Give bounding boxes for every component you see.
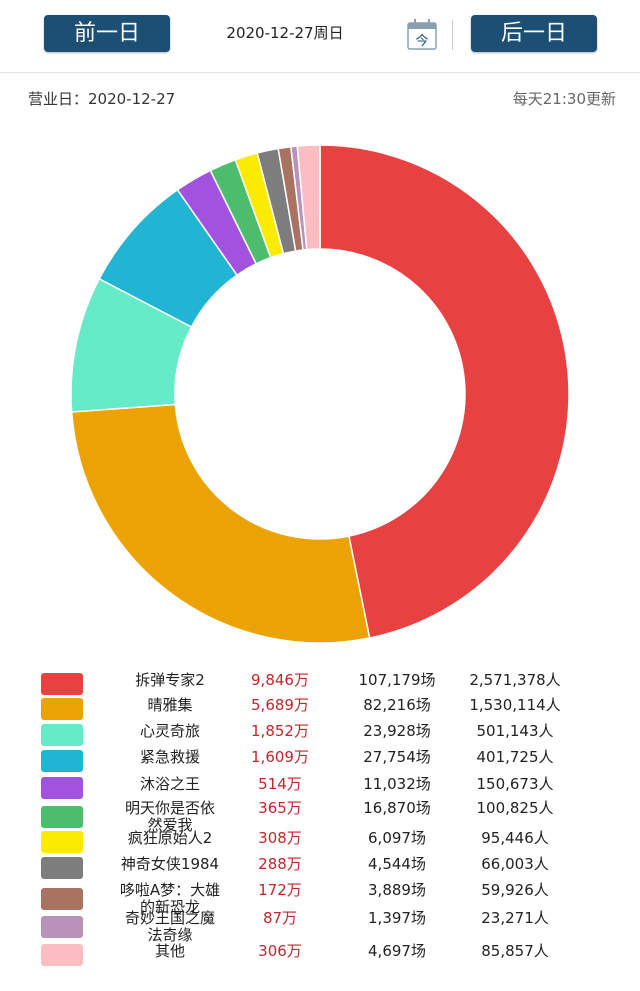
donut-chart xyxy=(70,144,570,644)
movie-name: 紧急救援 xyxy=(100,749,240,766)
legend-swatch xyxy=(41,944,83,966)
top-bar: 前一日 2020-12-27周日 今 后一日 xyxy=(0,0,640,73)
business-day-label: 营业日：2020-12-27 xyxy=(28,90,176,108)
legend-swatch xyxy=(41,724,83,746)
movie-name: 奇妙王国之魔 法奇缘 xyxy=(100,910,240,944)
box-office-value: 514万 xyxy=(258,775,302,793)
legend-row: 晴雅集 5,689万 82,216场 1,530,114人 xyxy=(0,697,640,725)
legend-row: 疯狂原始人2 308万 6,097场 95,446人 xyxy=(0,830,640,858)
screenings-value: 23,928场 xyxy=(363,722,431,740)
divider xyxy=(452,20,453,50)
legend-row: 心灵奇旅 1,852万 23,928场 501,143人 xyxy=(0,723,640,751)
movie-name-line: 疯狂原始人2 xyxy=(127,829,213,847)
screenings-value: 16,870场 xyxy=(363,799,431,817)
legend-row: 奇妙王国之魔 法奇缘 87万 1,397场 23,271人 xyxy=(0,909,640,944)
movie-name-line: 的新恐龙 xyxy=(139,898,200,916)
prev-day-button[interactable]: 前一日 xyxy=(44,15,170,52)
legend-swatch xyxy=(41,673,83,695)
box-office-value: 365万 xyxy=(258,799,302,817)
legend-swatch xyxy=(41,806,83,828)
movie-name-line: 晴雅集 xyxy=(147,696,193,714)
legend-swatch xyxy=(41,888,83,910)
legend-swatch xyxy=(41,777,83,799)
screenings-value: 4,697场 xyxy=(368,942,426,960)
movie-name-line: 奇妙王国之魔 xyxy=(124,909,215,927)
movie-name-line: 然爱我 xyxy=(147,816,193,834)
date-title: 2020-12-27周日 xyxy=(226,24,344,42)
attendance-value: 66,003人 xyxy=(481,855,549,873)
movie-name-line: 沐浴之王 xyxy=(139,775,200,793)
box-office-value: 288万 xyxy=(258,855,302,873)
movie-name: 晴雅集 xyxy=(100,697,240,714)
legend-row: 哆啦A梦：大雄 的新恐龙 172万 3,889场 59,926人 xyxy=(0,881,640,916)
legend-swatch xyxy=(41,916,83,938)
movie-name-line: 明天你是否依 xyxy=(124,799,215,817)
movie-name-line: 法奇缘 xyxy=(147,926,193,944)
box-office-value: 306万 xyxy=(258,942,302,960)
movie-name-line: 神奇女侠1984 xyxy=(120,855,220,873)
attendance-value: 401,725人 xyxy=(476,748,554,766)
screenings-value: 6,097场 xyxy=(368,829,426,847)
calendar-icon[interactable]: 今 xyxy=(405,17,439,51)
legend-swatch xyxy=(41,857,83,879)
legend-row: 拆弹专家2 9,846万 107,179场 2,571,378人 xyxy=(0,672,640,700)
legend-row: 其他 306万 4,697场 85,857人 xyxy=(0,943,640,971)
legend-row: 明天你是否依 然爱我 365万 16,870场 100,825人 xyxy=(0,799,640,834)
screenings-value: 1,397场 xyxy=(368,909,426,927)
slice-10[interactable] xyxy=(296,144,321,251)
movie-name: 明天你是否依 然爱我 xyxy=(100,800,240,834)
legend-row: 神奇女侠1984 288万 4,544场 66,003人 xyxy=(0,856,640,884)
legend-swatch xyxy=(41,831,83,853)
attendance-value: 1,530,114人 xyxy=(469,696,561,714)
movie-name-line: 其他 xyxy=(154,942,185,960)
box-office-value: 87万 xyxy=(262,909,298,927)
movie-name: 哆啦A梦：大雄 的新恐龙 xyxy=(100,882,240,916)
box-office-value: 1,852万 xyxy=(251,722,309,740)
movie-name: 其他 xyxy=(100,943,240,960)
slice-1[interactable] xyxy=(70,403,371,644)
movie-name: 疯狂原始人2 xyxy=(100,830,240,847)
screenings-value: 82,216场 xyxy=(363,696,431,714)
movie-name-line: 紧急救援 xyxy=(139,748,200,766)
legend-swatch xyxy=(41,750,83,772)
legend-row: 沐浴之王 514万 11,032场 150,673人 xyxy=(0,776,640,804)
screenings-value: 107,179场 xyxy=(358,671,436,689)
legend-row: 紧急救援 1,609万 27,754场 401,725人 xyxy=(0,749,640,777)
attendance-value: 100,825人 xyxy=(476,799,554,817)
calendar-today-label: 今 xyxy=(415,33,428,49)
attendance-value: 501,143人 xyxy=(476,722,554,740)
box-office-value: 308万 xyxy=(258,829,302,847)
movie-name-line: 哆啦A梦：大雄 xyxy=(119,881,221,899)
movie-name: 神奇女侠1984 xyxy=(100,856,240,873)
legend-swatch xyxy=(41,698,83,720)
box-office-value: 1,609万 xyxy=(251,748,309,766)
screenings-value: 11,032场 xyxy=(363,775,431,793)
movie-name-line: 拆弹专家2 xyxy=(135,671,205,689)
attendance-value: 23,271人 xyxy=(481,909,549,927)
attendance-value: 95,446人 xyxy=(481,829,549,847)
update-note: 每天21:30更新 xyxy=(512,90,616,108)
screenings-value: 27,754场 xyxy=(363,748,431,766)
movie-name: 沐浴之王 xyxy=(100,776,240,793)
attendance-value: 150,673人 xyxy=(476,775,554,793)
screenings-value: 4,544场 xyxy=(368,855,426,873)
next-day-button[interactable]: 后一日 xyxy=(471,15,597,52)
attendance-value: 59,926人 xyxy=(481,881,549,899)
screenings-value: 3,889场 xyxy=(368,881,426,899)
movie-name: 拆弹专家2 xyxy=(100,672,240,689)
attendance-value: 85,857人 xyxy=(481,942,549,960)
slice-0[interactable] xyxy=(319,144,570,639)
box-office-value: 5,689万 xyxy=(251,696,309,714)
movie-name-line: 心灵奇旅 xyxy=(139,722,200,740)
box-office-value: 9,846万 xyxy=(251,671,309,689)
attendance-value: 2,571,378人 xyxy=(469,671,561,689)
box-office-value: 172万 xyxy=(258,881,302,899)
movie-name: 心灵奇旅 xyxy=(100,723,240,740)
